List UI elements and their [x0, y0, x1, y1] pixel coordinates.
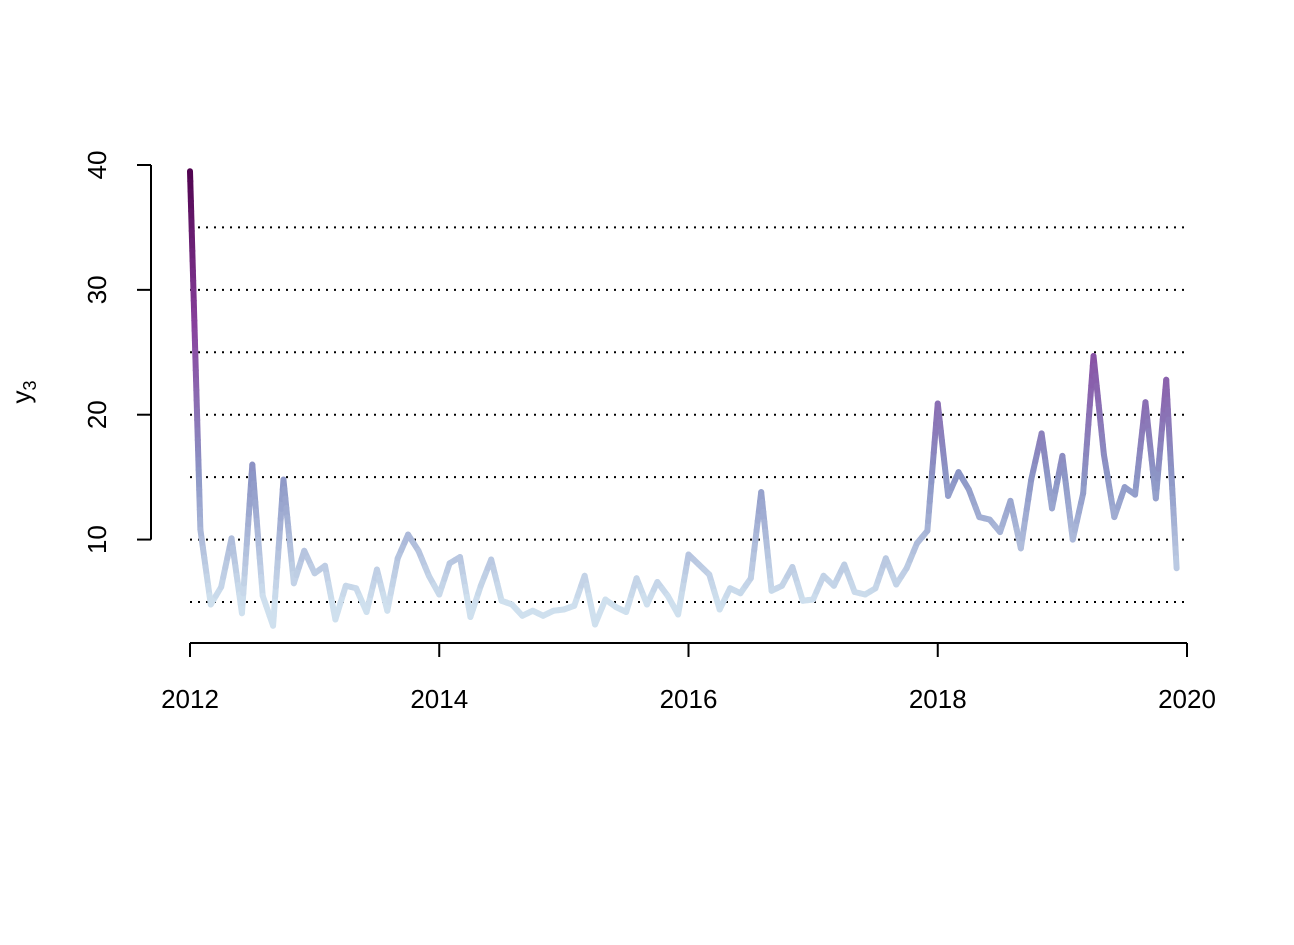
- x-tick-label-2014: 2014: [410, 684, 468, 714]
- series-line: [187, 168, 1180, 629]
- x-axis: 2012 2014 2016 2018 2020: [161, 642, 1216, 714]
- y-tick-label-40: 40: [82, 151, 112, 180]
- x-tick-label-2018: 2018: [909, 684, 967, 714]
- horizontal-gridlines: [190, 226, 1187, 603]
- y-tick-label-10: 10: [82, 525, 112, 554]
- x-tick-label-2016: 2016: [660, 684, 718, 714]
- y-axis-title: y3: [6, 380, 40, 403]
- y-tick-label-30: 30: [82, 275, 112, 304]
- series-segment: [1173, 555, 1180, 572]
- y-axis: 10 20 30 40: [82, 151, 152, 554]
- x-tick-label-2020: 2020: [1158, 684, 1216, 714]
- y-tick-label-20: 20: [82, 400, 112, 429]
- x-tick-label-2012: 2012: [161, 684, 219, 714]
